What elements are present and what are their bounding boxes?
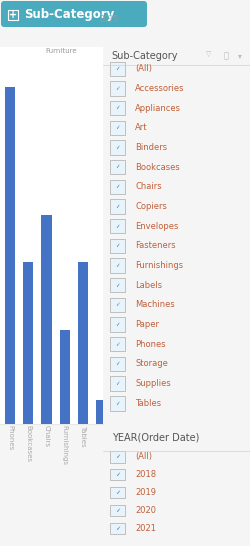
Text: ✓: ✓ (116, 105, 120, 111)
Bar (5, 87, 15, 424)
Text: ✓: ✓ (116, 302, 120, 307)
Text: ✓: ✓ (115, 508, 120, 513)
Bar (60, 330, 70, 424)
Bar (110, 469, 125, 480)
Text: Labels: Labels (135, 281, 162, 290)
Text: 2020: 2020 (135, 506, 156, 515)
Text: ✓: ✓ (116, 283, 120, 288)
Text: Furnishings: Furnishings (135, 261, 184, 270)
Bar (42, 215, 51, 424)
Text: Envelopes: Envelopes (135, 222, 179, 231)
Text: 2021: 2021 (135, 524, 156, 533)
Text: ✓: ✓ (116, 342, 120, 347)
Text: ✓: ✓ (116, 66, 120, 71)
Text: Copiers: Copiers (135, 202, 167, 211)
Bar (110, 101, 125, 115)
Text: 2018: 2018 (135, 470, 156, 479)
Bar (8, 10, 18, 20)
Bar (110, 180, 125, 194)
Text: ✓: ✓ (116, 165, 120, 170)
Text: Machines: Machines (135, 300, 175, 310)
Text: ✓: ✓ (116, 185, 120, 189)
Text: Sub-Category: Sub-Category (24, 8, 114, 21)
Bar (110, 258, 125, 273)
Bar (110, 160, 125, 174)
Text: ✓: ✓ (116, 361, 120, 366)
Text: Furniture: Furniture (46, 49, 77, 55)
Text: ⌕: ⌕ (224, 51, 228, 60)
Text: 2019: 2019 (99, 15, 118, 24)
Text: Bookcases: Bookcases (135, 163, 180, 171)
Bar (110, 81, 125, 96)
Bar (110, 278, 125, 293)
Bar (78, 263, 88, 424)
Bar (110, 337, 125, 352)
Bar (110, 199, 125, 213)
Text: (All): (All) (135, 64, 152, 73)
Text: ✓: ✓ (115, 526, 120, 531)
Text: Supplies: Supplies (135, 379, 171, 388)
Text: Fasteners: Fasteners (135, 241, 176, 251)
Text: ▽: ▽ (206, 51, 211, 57)
Text: Binders: Binders (135, 143, 168, 152)
Text: Phones: Phones (135, 340, 166, 349)
Text: ▾: ▾ (238, 51, 242, 60)
Text: ✓: ✓ (116, 145, 120, 150)
Text: 2019: 2019 (135, 488, 156, 497)
Text: ✓: ✓ (116, 322, 120, 327)
Text: ✓: ✓ (116, 204, 120, 209)
Bar (110, 239, 125, 253)
Text: Sub-Category: Sub-Category (112, 51, 178, 61)
Text: Tables: Tables (135, 399, 162, 408)
Bar (110, 487, 125, 498)
Bar (110, 317, 125, 332)
Text: ✓: ✓ (116, 224, 120, 229)
Text: +: + (9, 10, 17, 20)
Text: ✓: ✓ (116, 381, 120, 386)
Text: YEAR(Order Date): YEAR(Order Date) (112, 432, 199, 443)
Text: Paper: Paper (135, 320, 159, 329)
Text: ✓: ✓ (115, 472, 120, 477)
Bar (110, 62, 125, 76)
Text: Chairs: Chairs (135, 182, 162, 191)
Bar (110, 377, 125, 391)
FancyBboxPatch shape (1, 1, 147, 27)
Text: ✓: ✓ (116, 244, 120, 248)
Bar (23, 263, 33, 424)
Bar (110, 219, 125, 233)
Text: Accessories: Accessories (135, 84, 185, 93)
Bar (110, 396, 125, 411)
Bar (110, 298, 125, 312)
Bar (110, 523, 125, 534)
Bar (110, 357, 125, 371)
Bar (96, 400, 106, 424)
Text: Storage: Storage (135, 359, 168, 369)
Text: Art: Art (135, 123, 148, 132)
Bar (110, 140, 125, 155)
Text: ✓: ✓ (116, 263, 120, 268)
Bar (110, 451, 125, 462)
Bar (110, 121, 125, 135)
Text: ✓: ✓ (115, 490, 120, 495)
Text: (All): (All) (135, 452, 152, 461)
Text: ✓: ✓ (116, 125, 120, 130)
Text: ✓: ✓ (116, 401, 120, 406)
Text: ✓: ✓ (115, 454, 120, 459)
Text: Appliances: Appliances (135, 104, 181, 112)
Text: ✓: ✓ (116, 86, 120, 91)
Bar (110, 505, 125, 516)
